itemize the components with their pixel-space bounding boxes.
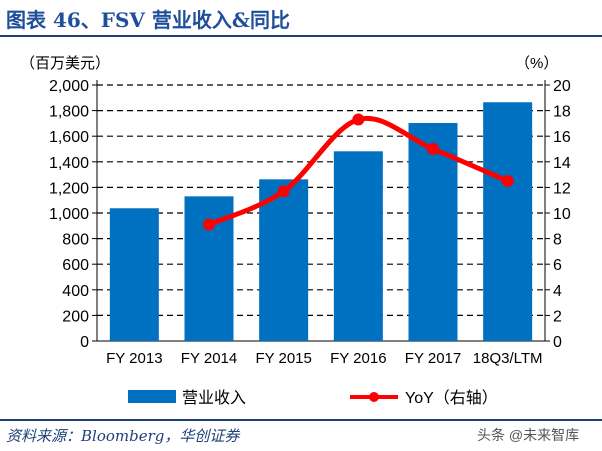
right-tick-label: 12 [553,180,571,197]
legend-bar-swatch [128,390,176,403]
bar [109,208,159,341]
chart-svg: 0 0 200 2 400 4 600 6 800 8 1,000 10 1,200 12 1,400 14 1… [20,55,571,407]
left-tick-label: 0 [80,334,89,351]
x-tick-label: 18Q3/LTM [473,350,543,367]
left-tick-label: 200 [62,308,89,325]
yoy-point [352,113,365,126]
left-tick-label: 1,400 [49,155,89,172]
left-tick-label: 600 [62,257,89,274]
left-tick-label: 1,600 [49,129,89,146]
left-tick-label: 800 [62,232,89,249]
bar [483,102,533,341]
watermark: 头条 @未来智库 [477,427,580,443]
yoy-point [203,218,215,231]
left-axis-unit: （百万美元） [20,55,110,72]
bar [408,123,458,342]
right-tick-label: 4 [553,283,562,300]
legend-line-label: YoY（右轴） [405,389,498,407]
left-tick-label: 400 [62,283,89,300]
x-tick-label: FY 2016 [330,350,386,367]
yoy-point [501,175,514,187]
right-tick-label: 20 [553,78,571,95]
right-tick-label: 8 [553,232,562,249]
legend-bar-label: 营业收入 [182,389,246,407]
x-tick-label: FY 2014 [181,350,237,367]
right-tick-label: 16 [553,129,571,146]
left-tick-label: 2,000 [49,78,89,95]
top-rule [0,35,602,37]
right-tick-label: 0 [553,334,562,351]
bar [333,151,383,341]
x-tick-label: FY 2015 [255,350,311,367]
legend-line-marker [369,392,379,402]
left-tick-label: 1,200 [49,180,89,197]
source-note: 资料来源：Bloomberg，华创证券 [6,427,240,445]
right-tick-label: 6 [553,257,562,274]
right-tick-label: 18 [553,104,571,121]
figure-title: 图表 46、FSV 营业收入&同比 [6,8,290,32]
left-tick-label: 1,800 [49,104,89,121]
right-axis-unit: （%） [515,55,558,72]
x-tick-label: FY 2017 [405,350,461,367]
yoy-point [277,185,290,198]
bar [259,179,309,341]
yoy-point [427,143,439,155]
right-tick-label: 14 [553,155,571,172]
right-tick-label: 2 [553,308,562,325]
right-tick-label: 10 [553,206,571,223]
left-tick-label: 1,000 [49,206,89,223]
x-tick-label: FY 2013 [106,350,162,367]
bottom-rule [0,419,602,421]
